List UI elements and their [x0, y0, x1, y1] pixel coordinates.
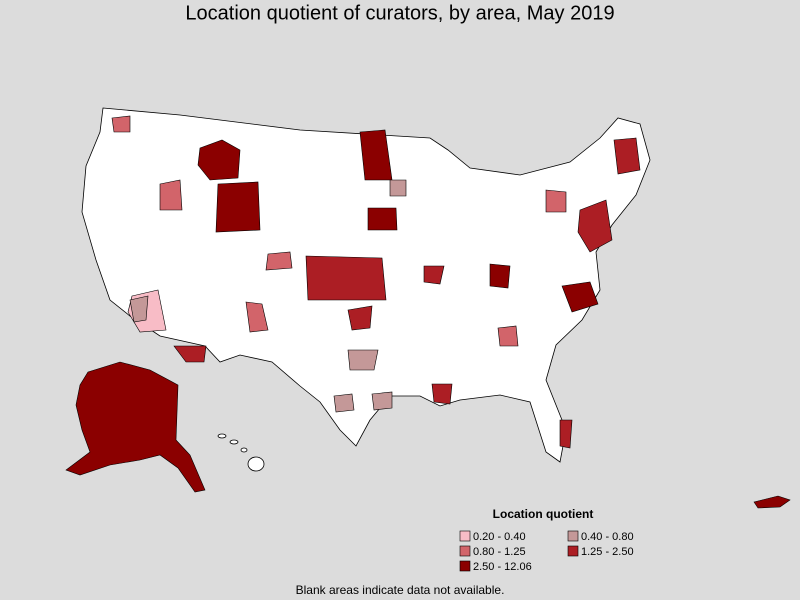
area: [265, 251, 293, 271]
legend-label: 2.50 - 12.06: [473, 561, 532, 573]
area: [545, 189, 567, 213]
hawaii: [217, 433, 265, 472]
map: [65, 107, 791, 509]
legend: Location quotient 0.20 - 0.40 0.40 - 0.80…: [459, 507, 634, 573]
area: [347, 305, 373, 331]
legend-label: 0.80 - 1.25: [473, 546, 526, 558]
legend-swatch: [567, 545, 579, 557]
area: [371, 391, 393, 411]
area: [489, 263, 511, 289]
map-title: Location quotient of curators, by area, …: [185, 2, 614, 24]
area: [561, 281, 599, 313]
area: [613, 137, 641, 175]
footnote: Blank areas indicate data not available.: [296, 583, 505, 597]
area: [389, 179, 407, 197]
alaska: [65, 361, 206, 493]
area: [367, 207, 398, 231]
area: [333, 393, 355, 413]
legend-swatch: [459, 530, 471, 542]
area: [173, 345, 207, 363]
area: [197, 139, 241, 181]
area: [431, 383, 453, 405]
legend-title: Location quotient: [493, 507, 594, 521]
area: [423, 265, 445, 285]
area: [215, 181, 261, 233]
area: [305, 255, 387, 301]
legend-label: 1.25 - 2.50: [581, 546, 634, 558]
legend-swatch: [459, 545, 471, 557]
area: [577, 199, 613, 253]
area: [245, 301, 269, 333]
area: [129, 295, 149, 323]
legend-swatch: [459, 560, 471, 572]
area: [159, 179, 183, 211]
legend-label: 0.20 - 0.40: [473, 531, 526, 543]
puerto-rico: [753, 495, 791, 509]
area: [497, 325, 519, 347]
area: [347, 349, 379, 371]
area: [559, 419, 573, 449]
area: [111, 115, 131, 133]
legend-swatch: [567, 530, 579, 542]
legend-label: 0.40 - 0.80: [581, 531, 634, 543]
